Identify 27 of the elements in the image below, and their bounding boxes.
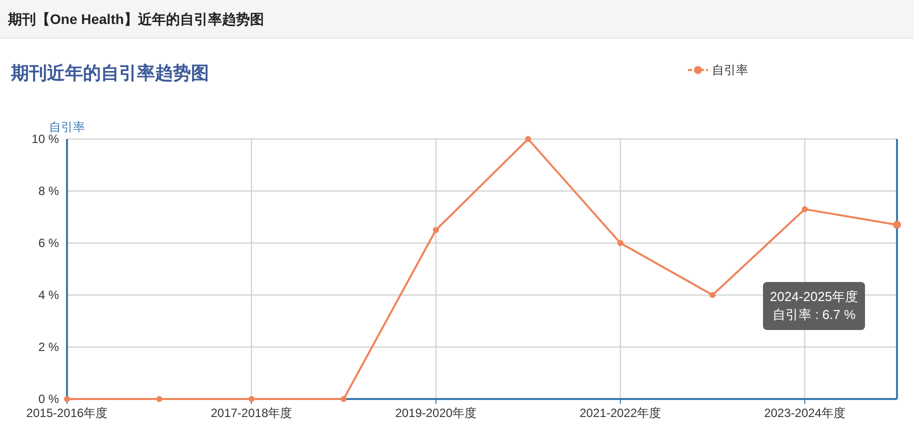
point xyxy=(156,396,162,402)
point xyxy=(893,220,901,229)
x-tick-label: 2021-2022年度 xyxy=(580,406,662,420)
point xyxy=(432,227,439,233)
x-tick-label: 2015-2016年度 xyxy=(26,406,108,420)
point xyxy=(617,240,624,246)
annotation: 2024-2025年度 xyxy=(770,289,858,304)
point xyxy=(340,396,347,402)
y-tick-label: 6 % xyxy=(38,236,60,250)
annotation: 自引率 : 6.7 % xyxy=(772,307,856,322)
y-tick-label: 4 % xyxy=(38,288,60,302)
y-tick-label: 8 % xyxy=(38,184,60,198)
y-tick-label: 10 % xyxy=(32,132,60,146)
point xyxy=(710,292,716,298)
point xyxy=(525,136,532,142)
x-tick-label: 2023-2024年度 xyxy=(764,406,846,420)
chart-title: 期刊【One Health】近年的自引率趋势图 xyxy=(7,11,264,27)
x-tick-label: 2017-2018年度 xyxy=(210,406,292,420)
point xyxy=(802,206,808,212)
y-tick-label: 0 % xyxy=(38,392,60,406)
point xyxy=(248,396,254,402)
point xyxy=(64,396,70,402)
y-tick-label: 2 % xyxy=(38,340,60,354)
legend-label: 自引率 xyxy=(712,63,748,77)
x-tick-label: 2019-2020年度 xyxy=(395,406,477,420)
y-axis-title: 自引率 xyxy=(49,120,85,134)
chart-subtitle: 期刊近年的自引率趋势图 xyxy=(10,63,209,83)
